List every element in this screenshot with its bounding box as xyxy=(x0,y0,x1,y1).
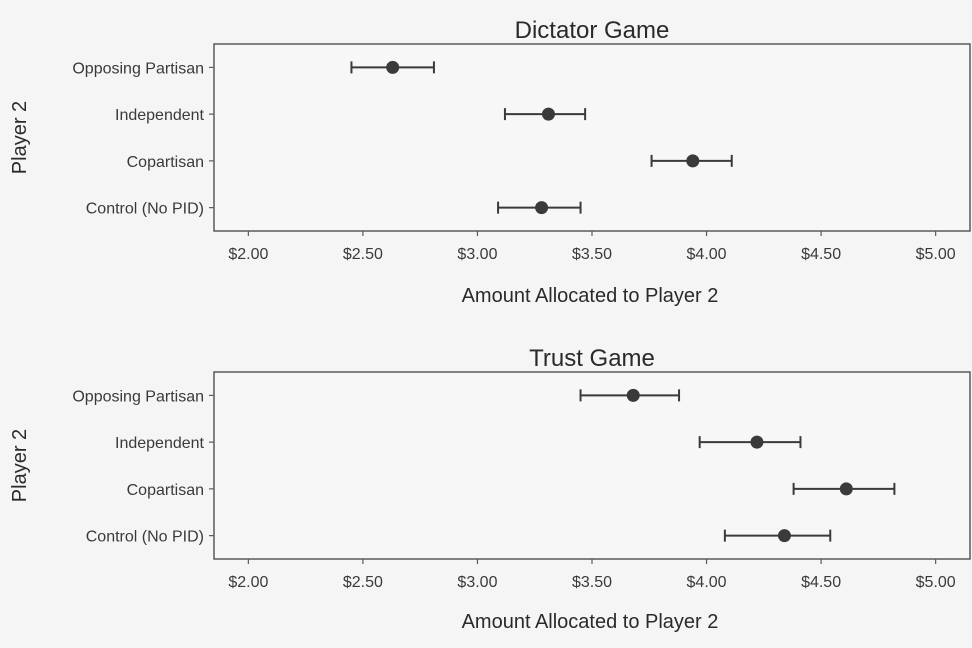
data-point xyxy=(535,201,549,215)
data-point xyxy=(626,388,640,402)
x-tick-label: $5.00 xyxy=(916,246,956,263)
data-point xyxy=(777,529,791,543)
x-tick-label: $2.00 xyxy=(228,246,268,263)
data-point xyxy=(386,60,400,74)
panel-2: Trust Game Player 2 Amount Allocated to Pl… xyxy=(9,345,971,633)
panel-title: Trust Game xyxy=(529,345,655,372)
category-label: Copartisan xyxy=(127,154,204,171)
x-tick-label: $2.50 xyxy=(343,246,383,263)
data-point xyxy=(686,154,700,168)
category-label: Opposing Partisan xyxy=(72,60,204,77)
panel-1: Dictator Game Player 2 Amount Allocated to… xyxy=(9,17,971,307)
y-axis-label: Player 2 xyxy=(9,429,31,502)
x-tick-label: $2.00 xyxy=(228,574,268,591)
category-label: Copartisan xyxy=(127,482,204,499)
x-tick-label: $4.50 xyxy=(801,574,841,591)
category-label: Control (No PID) xyxy=(86,529,204,546)
data-point xyxy=(541,107,555,121)
plot-area xyxy=(213,371,971,560)
category-label: Independent xyxy=(115,435,205,452)
data-point xyxy=(839,482,853,496)
category-label: Control (No PID) xyxy=(86,201,204,218)
plot-area xyxy=(213,43,971,232)
x-tick-label: $3.50 xyxy=(572,246,612,263)
x-tick-label: $4.00 xyxy=(687,574,727,591)
x-tick-label: $3.00 xyxy=(457,246,497,263)
x-tick-label: $3.50 xyxy=(572,574,612,591)
data-point xyxy=(750,435,764,449)
x-tick-label: $2.50 xyxy=(343,574,383,591)
category-label: Opposing Partisan xyxy=(72,388,204,405)
x-tick-label: $4.00 xyxy=(687,246,727,263)
y-axis-label: Player 2 xyxy=(9,101,31,174)
x-tick-label: $5.00 xyxy=(916,574,956,591)
category-label: Independent xyxy=(115,107,205,124)
x-axis-label: Amount Allocated to Player 2 xyxy=(462,285,719,307)
x-tick-label: $4.50 xyxy=(801,246,841,263)
x-tick-label: $3.00 xyxy=(457,574,497,591)
x-axis-label: Amount Allocated to Player 2 xyxy=(462,611,719,633)
panel-title: Dictator Game xyxy=(515,17,670,44)
